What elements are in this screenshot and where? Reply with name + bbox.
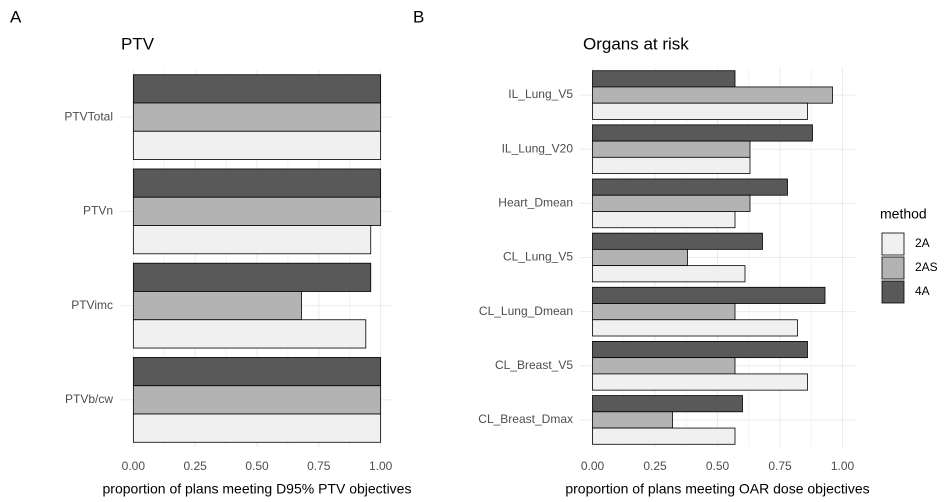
legend-label: 2A [915,236,930,250]
y-tick-label: PTVn [83,204,113,218]
bar [592,178,788,196]
bar [132,130,382,160]
bar [592,232,763,250]
y-tick-label: CL_Breast_V5 [495,358,573,372]
bar [132,196,382,226]
bar [592,102,808,120]
y-tick-label: CL_Lung_V5 [503,250,573,264]
x-tick-label: 0.75 [768,459,792,473]
x-tick-label: 1.00 [369,459,393,473]
y-tick-label: Heart_Dmean [498,196,573,210]
x-tick-label: 0.00 [581,459,605,473]
bar [592,156,751,174]
legend-label: 4A [915,284,930,298]
legend-label: 2AS [915,260,938,274]
bar [592,211,736,229]
bar [592,319,798,337]
bar [132,319,367,349]
bar [592,341,808,359]
legend-title: method [880,206,927,222]
chart-title: Organs at risk [583,34,689,53]
panel-label: B [413,7,424,26]
legend-key [881,232,905,256]
bar [592,248,688,267]
x-axis-title: proportion of plans meeting D95% PTV obj… [103,481,412,497]
bar [132,168,382,198]
bar [592,373,808,391]
y-tick-label: PTVimc [71,298,113,312]
legend-key [881,280,905,304]
y-tick-label: CL_Lung_Dmean [479,304,573,318]
y-tick-label: PTVb/cw [65,392,113,406]
x-axis-title: proportion of plans meeting OAR dose obj… [565,481,869,497]
x-tick-label: 0.50 [706,459,730,473]
bar [592,303,736,321]
legend-key [881,256,905,280]
x-tick-label: 0.00 [122,459,146,473]
x-tick-label: 0.50 [245,459,269,473]
bar [592,286,826,304]
x-tick-label: 0.75 [307,459,331,473]
bar [592,124,813,142]
bar [592,265,746,283]
bar [132,357,382,387]
y-tick-label: IL_Lung_V5 [508,87,573,101]
bar [592,411,673,429]
bar [592,357,736,375]
bar [132,385,382,415]
x-tick-label: 1.00 [831,459,855,473]
y-tick-label: CL_Breast_Dmax [478,412,573,426]
bar [132,291,302,321]
bar [592,395,743,413]
y-tick-label: PTVTotal [64,109,113,123]
panel-label: A [10,7,22,26]
bar [132,413,382,443]
bar [592,86,833,104]
bar [132,225,372,255]
bar [132,262,372,292]
bar [132,74,382,104]
x-tick-label: 0.25 [184,459,208,473]
x-tick-label: 0.25 [643,459,667,473]
bar [132,102,382,132]
y-tick-label: IL_Lung_V20 [502,141,574,155]
chart-title: PTV [121,34,155,53]
bar [592,194,751,212]
bar [592,140,751,158]
bar [592,427,736,445]
bar [592,70,736,88]
